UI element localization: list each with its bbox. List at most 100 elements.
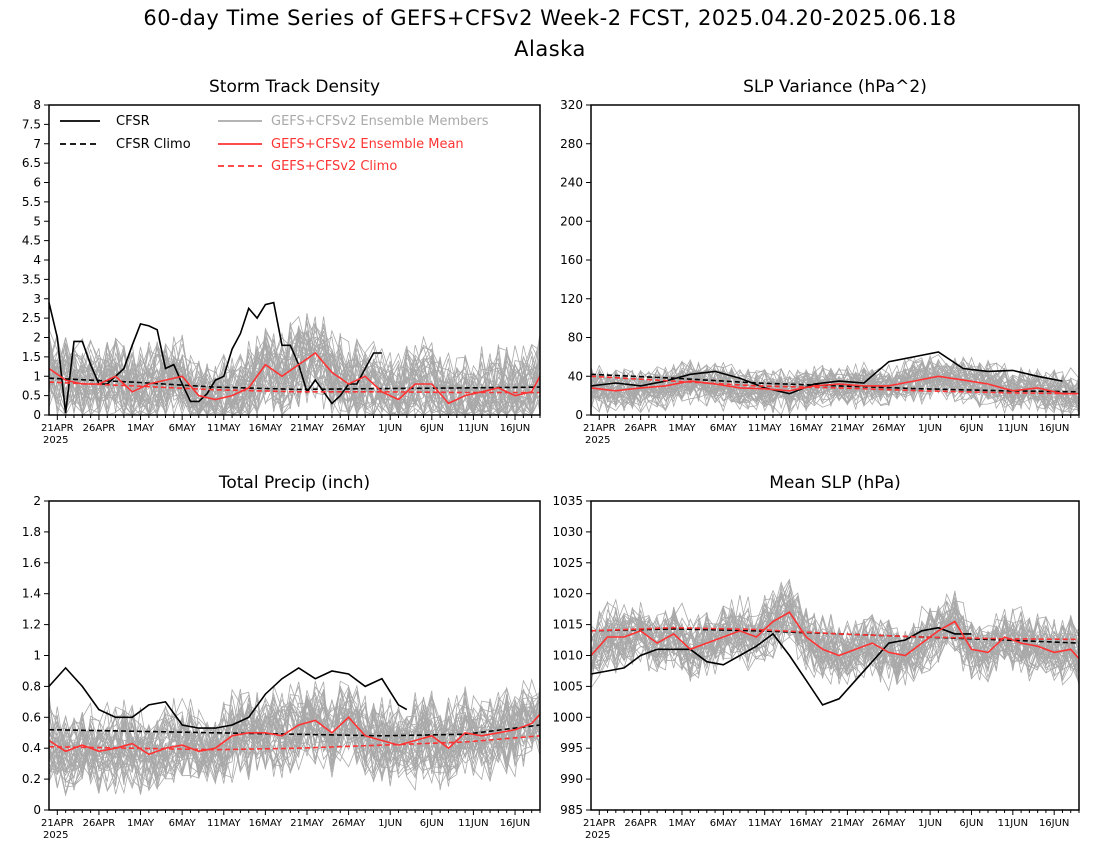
panel1-y-tick-label: 4 [33,253,41,267]
panel3-x-tick-label: 11MAY [207,818,241,829]
panel1-y-tick-label: 2 [33,331,41,345]
panel1-cfsr-line [48,301,382,414]
panel1-y-tick-label: 3 [33,292,41,306]
panel3-y-tick-label: 2 [33,494,41,508]
panel1-y-tick-label: 8 [33,98,41,112]
panel2-x-tick-label: 26APR [624,423,657,434]
panel4-x-tick-label: 1JUN [918,818,942,829]
panel2-x-tick-label: 1JUN [918,423,942,434]
figure-title: 60-day Time Series of GEFS+CFSv2 Week-2 … [143,6,957,30]
panel4-y-tick-label: 1005 [552,679,583,693]
panel1-y-tick-label: 5 [33,214,41,228]
panel2-x-tick-label: 26MAY [872,423,906,434]
panel4-member-line [590,604,1080,689]
panel2-member-line [590,360,1080,416]
legend-gefs-climo-label: GEFS+CFSv2 Climo [271,159,397,174]
panel3-member-line [48,689,541,779]
panel1-y-tick-label: 3.5 [22,272,41,286]
panel1-member-line [48,326,541,416]
panel1-y-tick-label: 6 [33,176,41,190]
panel1-member-line [48,322,541,416]
legend-members-label: GEFS+CFSv2 Ensemble Members [271,114,489,129]
panel3-member-line [48,692,541,795]
panel1-cfsr-climo-line [48,377,541,391]
panel3-x-tick-label: 16MAY [249,818,283,829]
panel4-y-tick-label: 995 [560,741,583,755]
panel4-x-tick-label: 6MAY [710,818,738,829]
panel1-y-tick-label: 7 [33,137,41,151]
panel3-y-tick-label: 1.8 [22,525,41,539]
panel1-gefs-cfsv2-climo-line [48,381,540,394]
panel2-cfsr-line [590,351,1063,395]
panel1-title: Storm Track Density [209,77,380,97]
panel2-y-tick-label: 240 [560,176,583,190]
panel2-y-tick-label: 80 [568,331,583,345]
panel4-x-year-label: 2025 [585,830,610,841]
panel1-x-tick-label: 16JUN [500,423,530,434]
panel3-y-tick-label: 0.2 [22,772,41,786]
panel3-gefs-cfsv2-ensemble-mean-line [48,713,541,756]
panel2-y-tick-label: 320 [560,98,583,112]
panel3-x-tick-label: 26MAY [332,818,366,829]
panel1-x-tick-label: 26MAY [332,423,366,434]
panel2-x-tick-label: 6MAY [710,423,738,434]
panel1-member-line [48,330,541,417]
panel4-title: Mean SLP (hPa) [769,473,901,493]
panel2-member-line [590,356,1080,416]
panel1-member-line [48,313,541,416]
panel1-x-tick-label: 11JUN [458,423,488,434]
panel3-y-tick-label: 0.4 [22,741,41,755]
panel3-y-tick-label: 0.8 [22,679,41,693]
panel3-x-tick-label: 6MAY [169,818,197,829]
panel4-member-line [590,596,1080,683]
panel4-y-tick-label: 990 [560,772,583,786]
panel4-member-line [590,580,1080,686]
panel2-member-line [590,365,1080,415]
panel4-y-tick-label: 1025 [552,556,583,570]
panel2-x-tick-label: 11JUN [998,423,1028,434]
panel3-x-tick-label: 6JUN [420,818,444,829]
panel4-y-tick-label: 1030 [552,525,583,539]
panel3-y-tick-label: 1.6 [22,556,41,570]
panel3-cfsr-climo-line [48,724,541,737]
panel4-y-tick-label: 1015 [552,618,583,632]
panel1-x-tick-label: 6MAY [169,423,197,434]
panel3-ensemble-members [48,678,541,797]
panel3-y-tick-label: 0.6 [22,710,41,724]
panel2-gefs-cfsv2-ensemble-mean-line [590,375,1079,395]
panel4-member-line [590,603,1080,677]
legend-cfsr-climo-label: CFSR Climo [116,137,191,152]
panel3-member-line [48,685,541,781]
panel2-x-tick-label: 21APR [583,423,616,434]
panel4-gefs-cfsv2-climo-line [590,626,1080,641]
legend-mean-label: GEFS+CFSv2 Ensemble Mean [271,137,464,152]
panel3-member-line [48,693,541,782]
panel3-title: Total Precip (inch) [218,473,370,493]
panel3-x-tick-label: 26APR [83,818,116,829]
panel3-y-tick-label: 1 [33,649,41,663]
panel1-x-tick-label: 21APR [41,423,74,434]
panel4-x-tick-label: 16JUN [1039,818,1069,829]
panel3-x-tick-label: 1JUN [378,818,402,829]
panel1-y-tick-label: 0 [33,408,41,422]
panel1-x-tick-label: 16MAY [249,423,283,434]
panel4-y-tick-label: 1035 [552,494,583,508]
panel2-member-line [590,358,1080,408]
panel4-x-tick-label: 21MAY [831,818,865,829]
panel1-y-tick-label: 6.5 [22,156,41,170]
panel1-gefs-cfsv2-ensemble-mean-line [48,351,541,405]
panel3-gefs-cfsv2-climo-line [48,735,541,751]
panel2-member-line [590,364,1080,412]
panel2-x-year-label: 2025 [585,435,610,446]
panel1-x-tick-label: 21MAY [290,423,324,434]
panel1-y-tick-label: 2.5 [22,311,41,325]
panel4-ensemble-members [590,578,1080,692]
panel4-x-tick-label: 11JUN [998,818,1028,829]
panel2-x-tick-label: 6JUN [959,423,983,434]
panel4-x-tick-label: 6JUN [959,818,983,829]
panel4-y-tick-label: 1020 [552,587,583,601]
panel4-x-tick-label: 16MAY [789,818,823,829]
panel3-member-line [48,685,541,787]
panel2-y-tick-label: 120 [560,292,583,306]
